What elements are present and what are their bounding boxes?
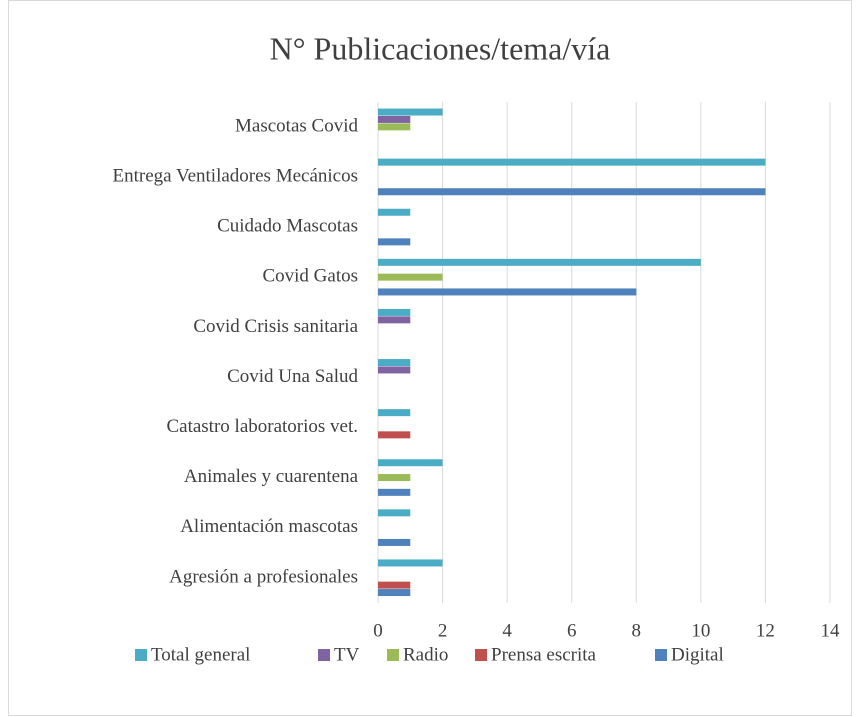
legend-label: Radio bbox=[403, 644, 448, 665]
legend-swatch bbox=[475, 649, 487, 661]
x-tick-label: 4 bbox=[502, 620, 512, 641]
y-tick-label: Covid Gatos bbox=[262, 266, 358, 287]
x-tick-label: 0 bbox=[373, 620, 383, 641]
legend-swatch bbox=[387, 649, 399, 661]
x-tick-label: 10 bbox=[691, 620, 710, 641]
bar bbox=[378, 589, 411, 597]
bar bbox=[378, 509, 411, 517]
y-tick-label: Cuidado Mascotas bbox=[217, 216, 358, 237]
bar bbox=[378, 158, 766, 166]
x-tick-label: 14 bbox=[821, 620, 841, 641]
bar bbox=[378, 459, 443, 467]
bar bbox=[378, 115, 411, 123]
y-tick-label: Animales y cuarentena bbox=[184, 466, 359, 487]
bar bbox=[378, 288, 637, 296]
legend-swatch bbox=[135, 649, 147, 661]
bar bbox=[378, 366, 411, 374]
bar bbox=[378, 488, 411, 496]
y-tick-label: Mascotas Covid bbox=[235, 115, 358, 136]
bar bbox=[378, 474, 411, 482]
bar bbox=[378, 258, 701, 266]
bar bbox=[378, 208, 411, 216]
bar bbox=[378, 431, 411, 439]
bar bbox=[378, 273, 443, 281]
x-tick-label: 8 bbox=[632, 620, 642, 641]
y-tick-label: Entrega Ventiladores Mecánicos bbox=[112, 166, 358, 187]
x-tick-label: 12 bbox=[756, 620, 775, 641]
bar bbox=[378, 316, 411, 324]
y-tick-label: Catastro laboratorios vet. bbox=[166, 416, 358, 437]
legend-label: Total general bbox=[151, 644, 250, 665]
chart-title: N° Publicaciones/tema/vía bbox=[270, 30, 611, 66]
legend-label: Digital bbox=[671, 644, 724, 665]
bar bbox=[378, 238, 411, 246]
legend-label: Prensa escrita bbox=[491, 644, 597, 665]
bar bbox=[378, 581, 411, 589]
legend-label: TV bbox=[334, 644, 360, 665]
bar bbox=[378, 359, 411, 367]
bar bbox=[378, 108, 443, 116]
legend-swatch bbox=[655, 649, 667, 661]
legend-swatch bbox=[318, 649, 330, 661]
y-tick-label: Covid Una Salud bbox=[227, 366, 358, 387]
x-tick-label: 2 bbox=[438, 620, 448, 641]
bar bbox=[378, 308, 411, 316]
bar bbox=[378, 188, 766, 196]
bar bbox=[378, 123, 411, 131]
bar bbox=[378, 538, 411, 546]
chart-frame bbox=[8, 0, 852, 716]
bar bbox=[378, 409, 411, 417]
y-tick-label: Agresión a profesionales bbox=[169, 566, 358, 587]
x-tick-label: 6 bbox=[567, 620, 577, 641]
bar bbox=[378, 559, 443, 567]
y-tick-label: Covid Crisis sanitaria bbox=[193, 316, 358, 337]
y-tick-label: Alimentación mascotas bbox=[180, 516, 358, 537]
